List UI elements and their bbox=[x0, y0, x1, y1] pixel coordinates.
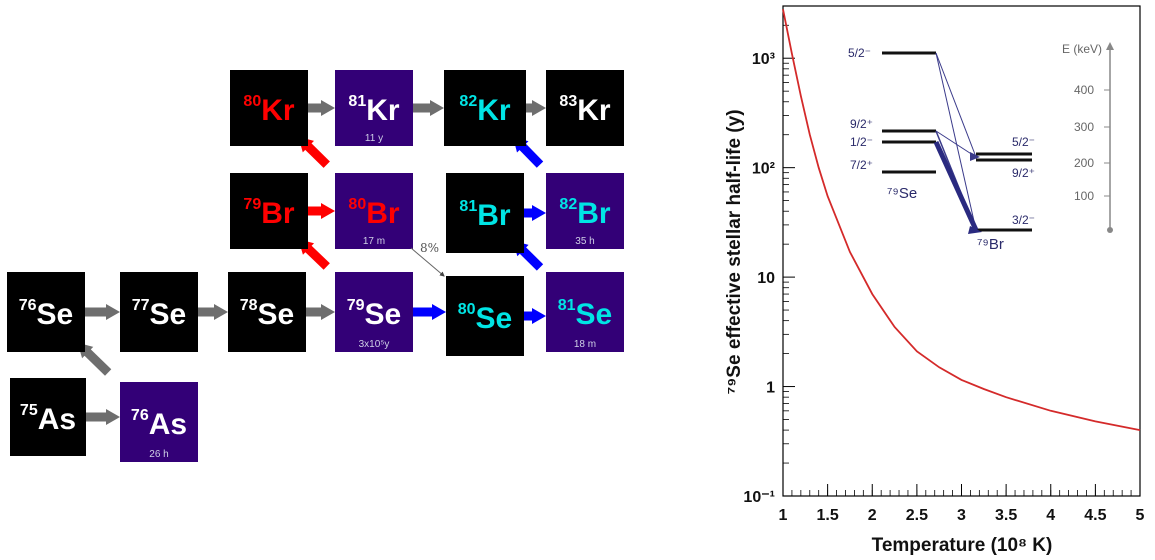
nucleus-symbol: 81Se bbox=[558, 297, 613, 331]
x-tick-label: 2 bbox=[868, 507, 877, 524]
nucleus-as76: 76As 26 h bbox=[120, 382, 198, 462]
nucleus-br82: 82Br 35 h bbox=[546, 173, 624, 249]
reaction-arrow bbox=[306, 304, 335, 320]
plot-frame bbox=[782, 5, 1141, 497]
reaction-arrow bbox=[524, 308, 546, 324]
se-level-4: 7/2⁺ bbox=[850, 158, 873, 172]
nucleus-br80: 80Br 17 m bbox=[335, 173, 413, 249]
br-level-3: 3/2⁻ bbox=[1012, 213, 1035, 227]
y-tick-label: 10⁻¹ bbox=[743, 489, 775, 506]
se-level-1: 5/2⁻ bbox=[848, 46, 871, 60]
nucleus-br79: 79Br bbox=[230, 173, 308, 249]
se-level-2: 9/2⁺ bbox=[850, 117, 873, 131]
nucleus-symbol: 78Se bbox=[240, 297, 295, 331]
x-tick-label: 3.5 bbox=[995, 507, 1017, 524]
x-tick-label: 5 bbox=[1136, 507, 1145, 524]
half-life-label: 26 h bbox=[149, 449, 168, 460]
energy-tick-300: 300 bbox=[1074, 120, 1094, 134]
nucleus-br81: 81Br bbox=[446, 173, 524, 253]
x-tick-label: 3 bbox=[957, 507, 966, 524]
branch-label: 8% bbox=[420, 241, 439, 255]
reaction-arrow bbox=[308, 100, 335, 116]
nucleus-se79: 79Se 3x10⁵y bbox=[335, 272, 413, 352]
nucleus-kr82: 82Kr bbox=[444, 70, 526, 146]
nucleus-symbol: 83Kr bbox=[559, 93, 610, 127]
reaction-arrow bbox=[413, 304, 446, 320]
nucleus-symbol: 76As bbox=[131, 407, 187, 441]
y-tick-label: 1 bbox=[766, 380, 775, 397]
level-scheme-inset: 5/2⁻ 9/2⁺ 1/2⁻ 7/2⁺ 5/2⁻ 9/2⁺ 3/2⁻ ⁷⁹Se … bbox=[848, 42, 1114, 253]
reaction-arrow bbox=[526, 100, 546, 116]
x-tick-label: 1 bbox=[779, 507, 788, 524]
reaction-arrow bbox=[86, 409, 120, 425]
nucleus-symbol: 79Se bbox=[347, 297, 402, 331]
reaction-arrow bbox=[413, 100, 444, 116]
x-tick-label: 2.5 bbox=[906, 507, 928, 524]
half-life-label: 35 h bbox=[575, 236, 594, 247]
nucleosynthesis-network: 80Kr 81Kr 11 y 82Kr 83Kr 79Br 80Br 17 m 81Br 82Br… bbox=[7, 70, 624, 462]
nucleus-as75: 75As bbox=[10, 378, 86, 456]
nucleus-symbol: 80Br bbox=[348, 196, 399, 230]
reaction-arrow bbox=[85, 304, 120, 320]
nucleus-se76: 76Se bbox=[7, 272, 85, 352]
nucleus-symbol: 80Se bbox=[458, 301, 513, 335]
half-life-label: 18 m bbox=[574, 339, 596, 350]
br-level-1: 5/2⁻ bbox=[1012, 135, 1035, 149]
reaction-arrow bbox=[308, 203, 335, 219]
nucleus-se77: 77Se bbox=[120, 272, 198, 352]
energy-tick-100: 100 bbox=[1074, 189, 1094, 203]
nucleus-symbol: 79Br bbox=[243, 196, 294, 230]
nucleus-se80: 80Se bbox=[446, 276, 524, 356]
y-tick-label: 10² bbox=[752, 161, 775, 178]
nucleus-kr81: 81Kr 11 y bbox=[335, 70, 413, 146]
half-life-label: 11 y bbox=[365, 133, 383, 144]
y-tick-label: 10³ bbox=[752, 51, 775, 68]
half-life-curve bbox=[782, 9, 1141, 431]
nucleus-se81: 81Se 18 m bbox=[546, 272, 624, 352]
se-nucleus-label: ⁷⁹Se bbox=[887, 185, 917, 202]
branch-arrow bbox=[410, 247, 445, 277]
reaction-arrow bbox=[198, 304, 228, 320]
br-nucleus-label: ⁷⁹Br bbox=[977, 236, 1004, 253]
half-life-label: 17 m bbox=[363, 236, 385, 247]
nucleus-symbol: 75As bbox=[20, 402, 76, 436]
x-axis-label: Temperature (10⁸ K) bbox=[872, 535, 1053, 556]
energy-tick-400: 400 bbox=[1074, 83, 1094, 97]
nucleus-symbol: 81Br bbox=[459, 198, 510, 232]
reaction-arrow bbox=[524, 205, 546, 221]
energy-axis-label: E (keV) bbox=[1062, 42, 1102, 56]
x-tick-label: 1.5 bbox=[817, 507, 839, 524]
nucleus-symbol: 76Se bbox=[19, 297, 74, 331]
nucleus-kr80: 80Kr bbox=[230, 70, 308, 146]
nucleus-symbol: 77Se bbox=[132, 297, 187, 331]
nucleus-symbol: 81Kr bbox=[348, 93, 399, 127]
se-level-3: 1/2⁻ bbox=[850, 135, 873, 149]
x-tick-label: 4.5 bbox=[1084, 507, 1106, 524]
nucleus-se78: 78Se bbox=[228, 272, 306, 352]
nucleus-symbol: 82Kr bbox=[459, 93, 510, 127]
half-life-label: 3x10⁵y bbox=[359, 339, 390, 350]
nucleus-symbol: 82Br bbox=[559, 196, 610, 230]
energy-tick-200: 200 bbox=[1074, 156, 1094, 170]
y-tick-label: 10 bbox=[757, 270, 775, 287]
nucleus-kr83: 83Kr bbox=[546, 70, 624, 146]
y-axis-label: ⁷⁹Se effective stellar half-life (y) bbox=[724, 109, 745, 394]
nucleus-symbol: 80Kr bbox=[243, 93, 294, 127]
x-tick-label: 4 bbox=[1046, 507, 1055, 524]
br-level-2: 9/2⁺ bbox=[1012, 166, 1035, 180]
